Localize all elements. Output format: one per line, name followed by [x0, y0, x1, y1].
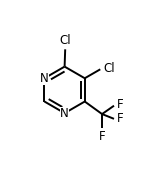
Text: N: N [40, 72, 49, 85]
Text: Cl: Cl [59, 34, 71, 47]
Text: F: F [116, 112, 123, 125]
Text: N: N [60, 107, 69, 120]
Text: F: F [99, 130, 105, 143]
Text: Cl: Cl [104, 62, 116, 75]
Text: F: F [116, 98, 123, 111]
